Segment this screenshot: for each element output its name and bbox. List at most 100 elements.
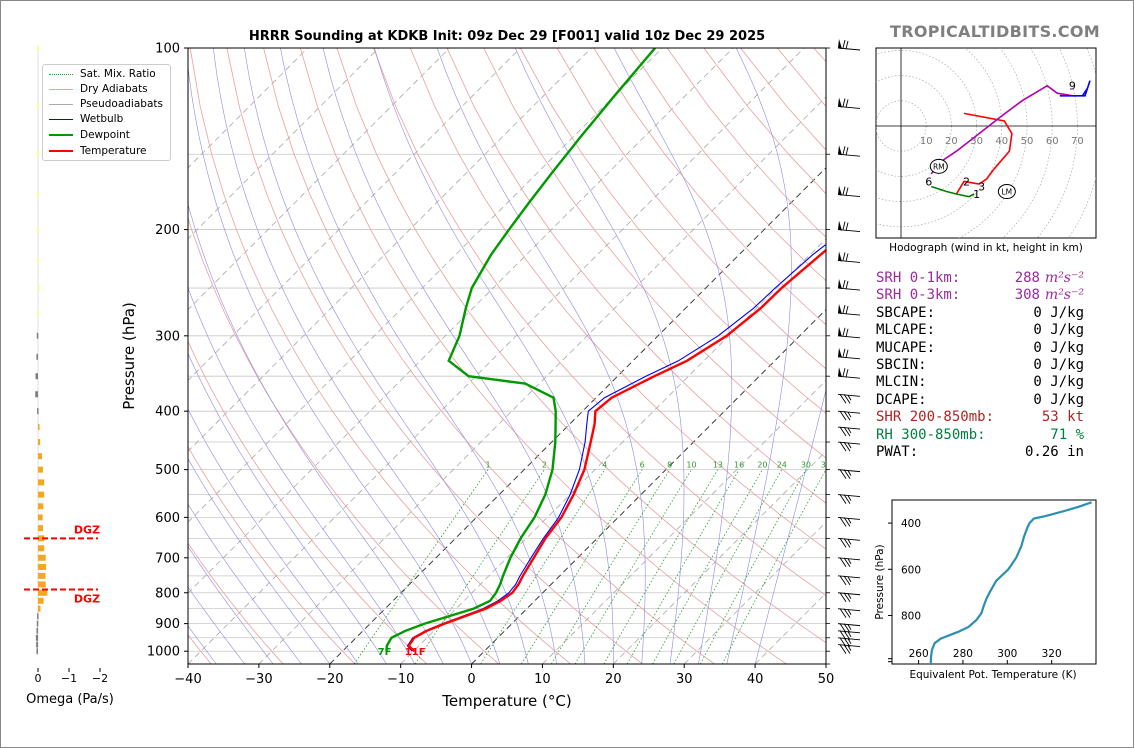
- dry-adiabat: [188, 542, 284, 664]
- omega-bar: [38, 479, 45, 486]
- legend-label-wetbulb: Wetbulb: [80, 113, 124, 125]
- x-tick-label: 30: [676, 672, 693, 687]
- theta-e-frame: [891, 499, 1097, 665]
- omega-bar: [38, 597, 44, 604]
- hodo-height-label: 1: [973, 188, 980, 201]
- omega-bar: [36, 627, 38, 634]
- barb-feather: [839, 469, 847, 479]
- dgz-label: DGZ: [74, 592, 100, 605]
- barb-flag: [838, 326, 842, 337]
- stat-label: DCAPE:: [876, 391, 927, 408]
- stat-label: SBCIN:: [876, 356, 927, 373]
- wind-barb: [837, 441, 861, 452]
- pseudoadiabat: [188, 63, 472, 664]
- dry-adiabat: [189, 48, 571, 664]
- omega-bar: [38, 466, 43, 473]
- stat-unit: m²s⁻²: [1044, 287, 1084, 304]
- pseudoadiabat: [188, 545, 274, 664]
- isotherm: [188, 48, 450, 311]
- pseudoadiabat: [374, 48, 614, 664]
- barb-feather: [845, 40, 849, 50]
- hodo-rm-marker: [929, 158, 948, 174]
- legend-swatch-wetbulb: [49, 118, 73, 120]
- theta-x-tick-label: 280: [953, 648, 973, 660]
- pseudoadiabat: [613, 48, 733, 664]
- omega-bar: [38, 453, 43, 460]
- hodo-rm-marker-label: RM: [933, 162, 945, 171]
- theta-x-tick-label: 260: [909, 648, 929, 660]
- zero-isotherm: [471, 308, 826, 664]
- mixing-ratio-label: 24: [777, 461, 787, 470]
- wind-barb: [837, 347, 861, 360]
- barb-feather: [842, 304, 846, 314]
- isotherm: [188, 48, 805, 664]
- barb-staff: [837, 575, 861, 579]
- legend-swatch-pseudo: [49, 103, 73, 105]
- isotherm: [188, 48, 379, 240]
- barb-feather: [847, 645, 852, 651]
- barb-feather: [847, 442, 852, 449]
- dry-adiabat: [409, 48, 826, 550]
- dry-adiabat: [556, 48, 826, 370]
- stat-row: SRH 0-1km: 288 m²s⁻²: [876, 270, 1084, 287]
- pseudoadiabat: [188, 352, 387, 664]
- barb-staff: [837, 630, 861, 634]
- stat-value: 0 J/kg: [1033, 339, 1084, 356]
- barb-feather: [839, 644, 847, 654]
- legend-swatch-sat-mix: [49, 73, 73, 75]
- omega-bar: [37, 258, 39, 263]
- stat-label: SRH 0-3km:: [876, 287, 961, 304]
- barb-staff: [837, 494, 861, 498]
- y-tick-label: 1000: [147, 645, 180, 660]
- barb-staff: [837, 537, 861, 541]
- wind-barb: [837, 410, 861, 421]
- barb-feather: [843, 592, 851, 603]
- barb-feather: [839, 592, 847, 603]
- stat-row: DCAPE: 0 J/kg: [876, 392, 1084, 409]
- legend-swatch-temperature: [49, 150, 73, 152]
- hodo-ring-label: 20: [945, 136, 958, 147]
- barb-flag: [838, 220, 842, 231]
- barb-feather: [847, 558, 852, 565]
- dry-adiabat: [336, 48, 826, 644]
- omega-bar: [38, 525, 43, 532]
- pseudoadiabat: [436, 48, 646, 664]
- barb-feather: [839, 394, 847, 404]
- hodo-ring-label: 30: [970, 136, 983, 147]
- barb-flag: [838, 347, 842, 358]
- wind-barb: [837, 220, 861, 233]
- y-tick-label: 600: [155, 511, 180, 526]
- mixing-ratio-line: [353, 469, 489, 664]
- stat-value: 0 J/kg: [1033, 304, 1084, 321]
- barb-flag: [838, 251, 842, 262]
- dry-adiabat: [446, 48, 826, 504]
- hodo-ring-label: 70: [1071, 136, 1084, 147]
- stat-value: 0.26 in: [1024, 443, 1084, 460]
- stat-value: 0 J/kg: [1033, 356, 1084, 373]
- barb-feather: [847, 518, 852, 524]
- mixing-ratio-line: [652, 469, 763, 664]
- pseudoadiabat: [188, 408, 359, 664]
- barb-feather: [845, 280, 849, 290]
- stat-label: MLCIN:: [876, 374, 927, 391]
- mixing-ratio-label: 1: [485, 461, 490, 470]
- isotherm: [188, 48, 309, 169]
- omega-bar: [37, 192, 39, 197]
- legend-label-dewpoint: Dewpoint: [80, 129, 130, 141]
- legend-item-dewpoint: Dewpoint: [49, 128, 130, 142]
- x-tick-label: 10: [534, 672, 551, 687]
- theta-e-area: [929, 501, 1092, 664]
- minus20-isotherm: [329, 167, 826, 664]
- dry-adiabat: [188, 216, 500, 664]
- barb-feather: [842, 39, 846, 49]
- mixing-ratio-line: [574, 469, 692, 664]
- stat-value: 308: [1014, 287, 1040, 304]
- pseudoadiabat: [280, 48, 557, 664]
- omega-bar: [38, 581, 46, 588]
- barb-feather: [843, 557, 851, 568]
- mixing-ratio-label: 6: [640, 461, 645, 470]
- barb-feather: [839, 517, 847, 527]
- legend-swatch-dewpoint: [49, 134, 73, 136]
- barb-feather: [842, 279, 846, 289]
